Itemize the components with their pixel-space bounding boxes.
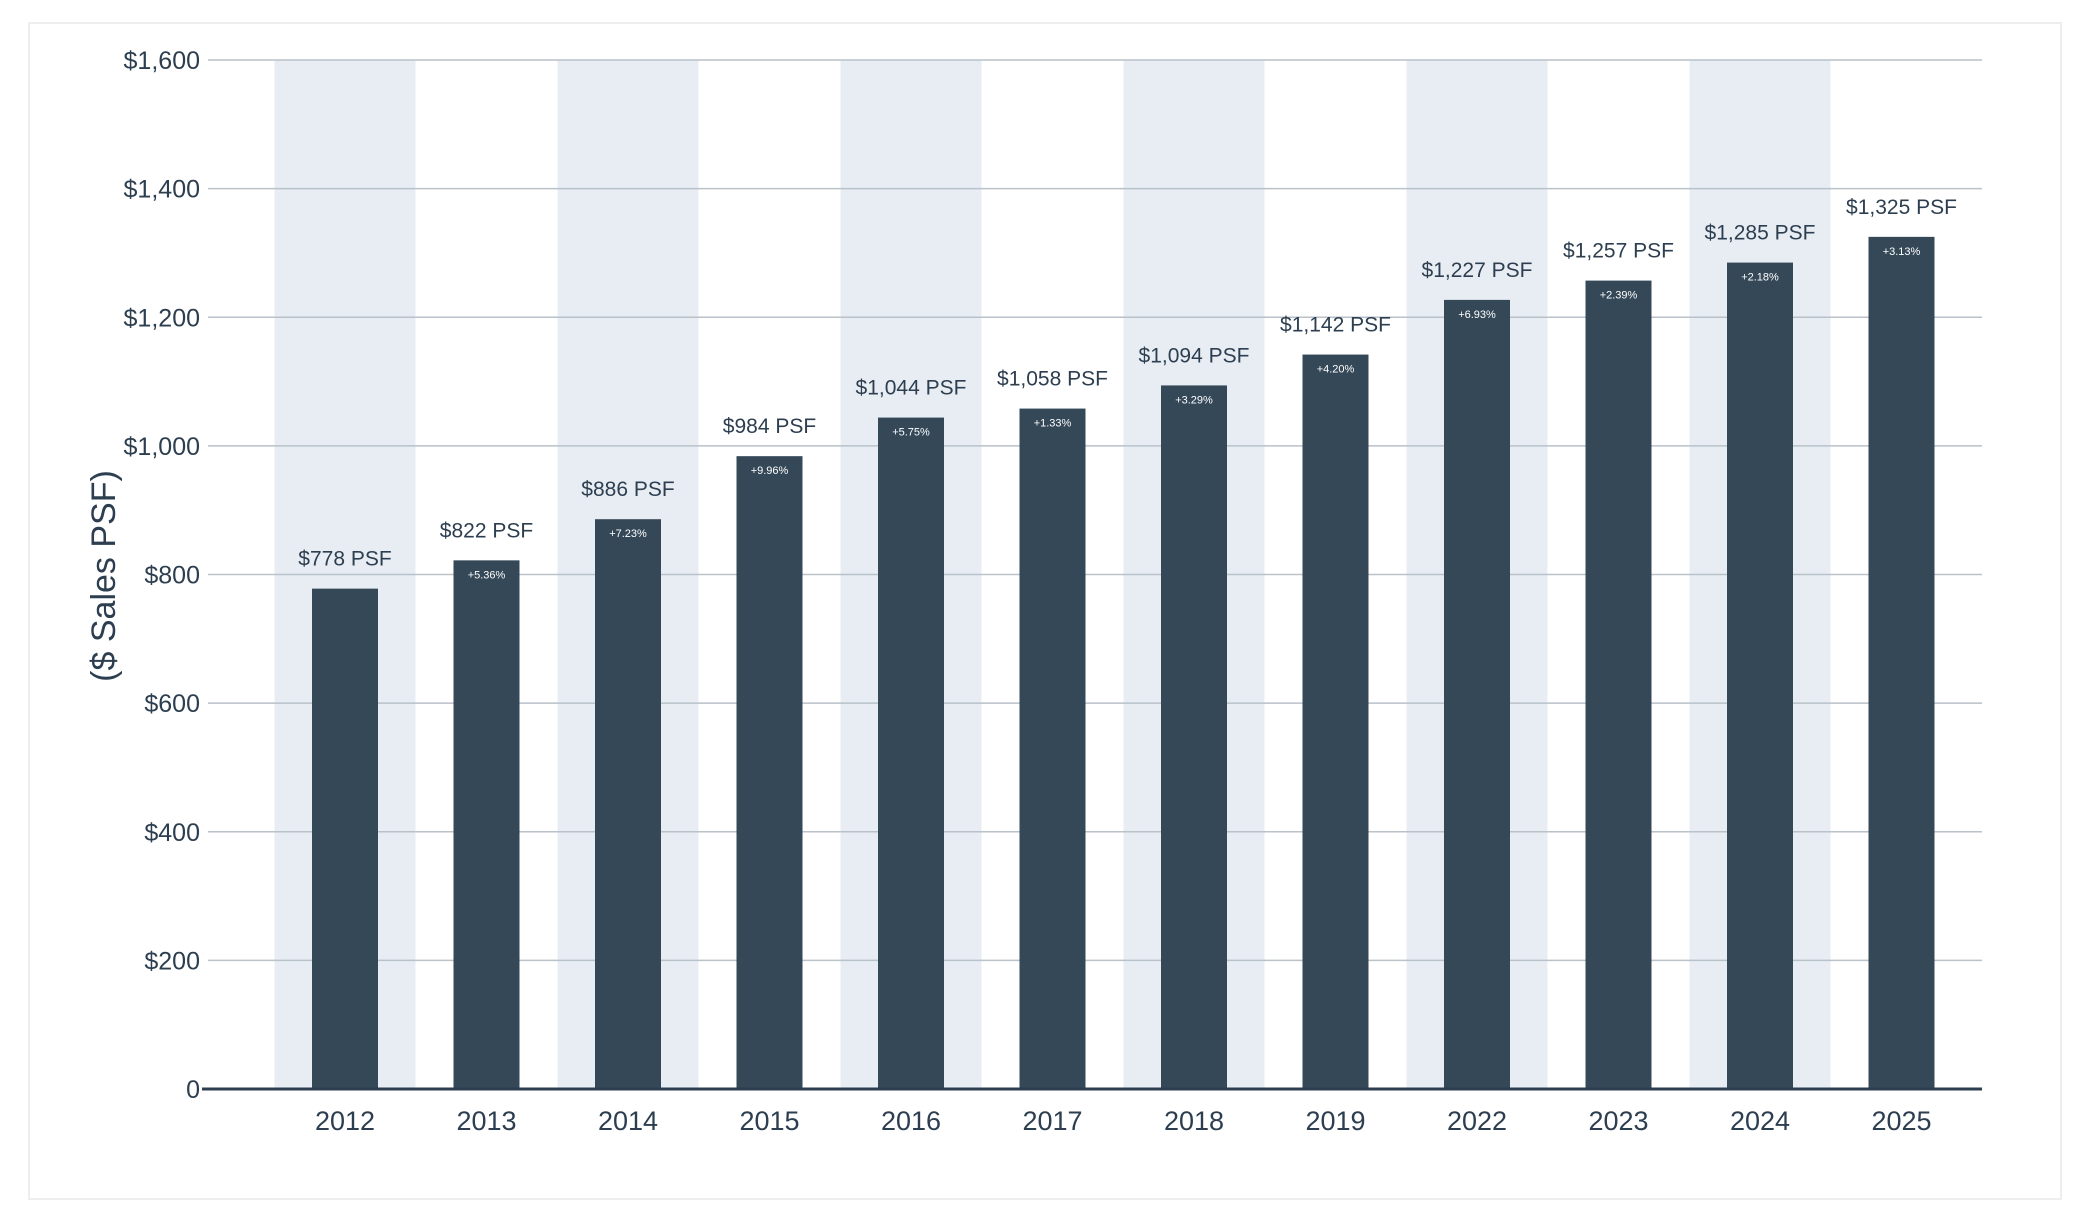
- y-tick-label: $1,400: [124, 176, 200, 204]
- bar: [1019, 408, 1086, 1090]
- x-tick-label: 2022: [1447, 1106, 1507, 1136]
- bar-value-label: $1,058 PSF: [997, 368, 1108, 391]
- bar: [1302, 354, 1369, 1089]
- bar-change-label: +2.39%: [1600, 290, 1638, 302]
- bar-value-label: $822 PSF: [440, 519, 533, 542]
- bars: [312, 236, 1935, 1090]
- x-tick-label: 2016: [881, 1106, 941, 1136]
- bar: [1444, 299, 1510, 1089]
- bar-change-label: +3.29%: [1175, 394, 1213, 406]
- bar-value-label: $984 PSF: [723, 415, 816, 438]
- bar: [312, 588, 378, 1089]
- bar-value-label: $1,044 PSF: [856, 377, 967, 400]
- y-tick-label: 0: [186, 1076, 200, 1104]
- x-tick-label: 2013: [456, 1106, 516, 1136]
- chart-frame: $778 PSF $822 PSF +5.36% $886 PSF +7.23% $984…: [28, 22, 2062, 1200]
- x-tick-label: 2017: [1022, 1106, 1082, 1136]
- bar-change-label: +1.33%: [1034, 418, 1072, 430]
- bar-value-label: $1,257 PSF: [1563, 240, 1674, 263]
- bar-value-label: $1,094 PSF: [1139, 344, 1250, 367]
- bar-change-label: +6.93%: [1458, 309, 1496, 321]
- y-tick-label: $400: [144, 819, 200, 847]
- bar-change-label: +5.36%: [468, 569, 506, 581]
- bar: [1161, 385, 1227, 1089]
- bar: [1868, 236, 1935, 1089]
- x-tick-label: 2025: [1871, 1106, 1931, 1136]
- bar: [595, 519, 661, 1089]
- bar: [453, 560, 520, 1089]
- x-tick-label: 2014: [598, 1106, 658, 1136]
- x-tick-label: 2012: [315, 1106, 375, 1136]
- bar-change-label: +9.96%: [751, 465, 789, 477]
- x-tick-label: 2024: [1730, 1106, 1790, 1136]
- bar-change-label: +7.23%: [609, 528, 647, 540]
- x-tick-label: 2018: [1164, 1106, 1224, 1136]
- bar-labels: $778 PSF $822 PSF +5.36% $886 PSF +7.23% $984…: [298, 196, 1957, 581]
- y-tick-label: $1,200: [124, 304, 200, 332]
- bar-change-label: +2.18%: [1741, 272, 1779, 284]
- bar-change-label: +5.75%: [892, 427, 930, 439]
- bar-value-label: $1,285 PSF: [1705, 222, 1816, 245]
- bar: [736, 456, 803, 1089]
- bar-change-label: +4.20%: [1317, 364, 1355, 376]
- bar-value-label: $1,325 PSF: [1846, 196, 1957, 219]
- sales-psf-bar-chart: $778 PSF $822 PSF +5.36% $886 PSF +7.23% $984…: [85, 47, 1982, 1136]
- y-tick-label: $1,600: [124, 47, 200, 75]
- y-tick-label: $1,000: [124, 433, 200, 461]
- y-axis-title: ($ Sales PSF): [85, 470, 123, 682]
- bar-value-label: $886 PSF: [581, 478, 674, 501]
- bar-value-label: $1,227 PSF: [1422, 259, 1533, 282]
- bar: [878, 417, 944, 1089]
- bar-value-label: $778 PSF: [298, 548, 391, 571]
- axes: 0 $200 $400 $600 $800 $1,000 $1,200 $1,400 $1,60…: [124, 47, 1982, 1136]
- bar: [1727, 262, 1793, 1090]
- bar-change-label: +3.13%: [1883, 246, 1921, 258]
- x-tick-label: 2015: [739, 1106, 799, 1136]
- y-tick-label: $600: [144, 690, 200, 718]
- x-tick-label: 2019: [1305, 1106, 1365, 1136]
- y-tick-label: $200: [144, 947, 200, 975]
- bar: [1585, 280, 1652, 1089]
- bar-value-label: $1,142 PSF: [1280, 314, 1391, 337]
- x-tick-label: 2023: [1588, 1106, 1648, 1136]
- y-tick-label: $800: [144, 562, 200, 590]
